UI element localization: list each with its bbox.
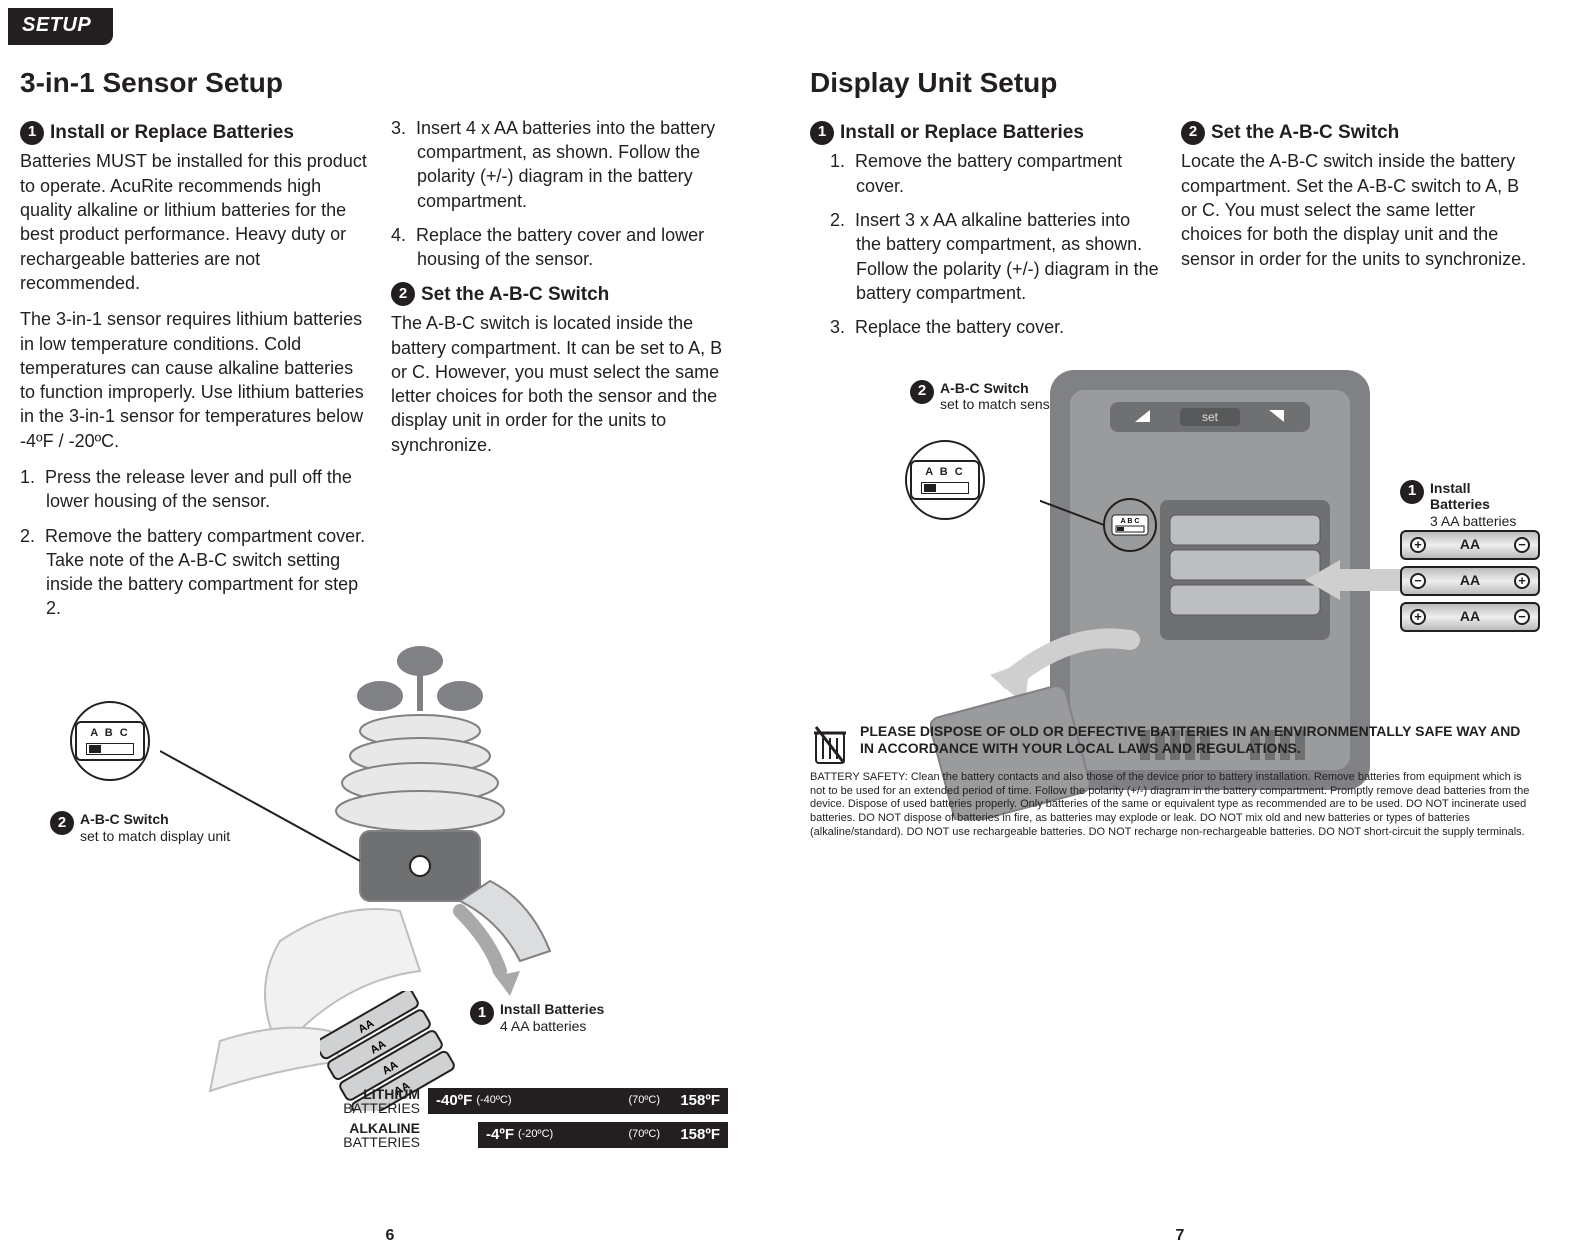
pagenum-left: 6 [0, 1225, 780, 1247]
page-left: 3-in-1 Sensor Setup 1 Install or Replace… [0, 52, 760, 1201]
alkaline-bar: -4ºF(-20ºC) (70ºC)158ºF [478, 1122, 728, 1148]
right-title: Display Unit Setup [810, 64, 1530, 102]
badge-2d-icon: 2 [910, 380, 934, 404]
page-right: Display Unit Setup 1 Install or Replace … [790, 52, 1550, 880]
right-s1-li2: 2. Insert 3 x AA alkaline batteries into… [830, 208, 1159, 305]
left-step1-head: 1 Install or Replace Batteries [20, 120, 369, 146]
left-s2-p1: The A-B-C switch is located inside the b… [391, 311, 740, 457]
badge-1-icon: 1 [20, 121, 44, 145]
badge-1b-icon: 1 [470, 1001, 494, 1025]
battery-temp-chart: LITHIUMBATTERIES -40ºF(-40ºC) (70ºC)158º… [320, 1087, 740, 1155]
right-step1-head: 1 Install or Replace Batteries [810, 120, 1159, 146]
alkaline-label: ALKALINEBATTERIES [320, 1121, 420, 1149]
left-title: 3-in-1 Sensor Setup [20, 64, 740, 102]
disposal-notice: PLEASE DISPOSE OF OLD OR DEFECTIVE BATTE… [810, 723, 1530, 840]
right-s1-li3: 3. Replace the battery cover. [830, 315, 1159, 339]
right-s1-li1: 1. Remove the battery compartment cover. [830, 149, 1159, 198]
disposal-body: BATTERY SAFETY: Clean the battery contac… [810, 771, 1530, 840]
pagenum-right: 7 [790, 1225, 1570, 1247]
badge-2c-icon: 2 [1181, 121, 1205, 145]
setup-tab: SETUP [8, 8, 113, 45]
lithium-bar: -40ºF(-40ºC) (70ºC)158ºF [428, 1088, 728, 1114]
aa-battery-3: +AA− [1400, 602, 1540, 632]
abc-circle: A B C [70, 701, 150, 781]
left-s1-head: Install or Replace Batteries [50, 120, 294, 146]
aa-stack: +AA− −AA+ +AA− [1400, 530, 1540, 638]
left-s1-p1: Batteries MUST be installed for this pro… [20, 149, 369, 295]
badge-1c-icon: 1 [810, 121, 834, 145]
set-button-label: set [1202, 410, 1219, 424]
abc-slider-icon: A B C [75, 721, 145, 761]
left-s1-li4: 4. Replace the battery cover and lower h… [391, 223, 740, 272]
install-batt-callout: 1 Install Batteries4 AA batteries [470, 1001, 604, 1035]
right-s2-p1: Locate the A-B-C switch inside the batte… [1181, 149, 1530, 270]
svg-text:A B C: A B C [1121, 518, 1140, 525]
left-step2-head: 2 Set the A-B-C Switch [391, 282, 740, 308]
lithium-label: LITHIUMBATTERIES [320, 1087, 420, 1115]
right-col-2: 2 Set the A-B-C Switch Locate the A-B-C … [1181, 116, 1530, 350]
aa-battery-1: +AA− [1400, 530, 1540, 560]
left-s1-p2: The 3-in-1 sensor requires lithium batte… [20, 307, 369, 453]
abc-slider-right-icon: A B C [910, 460, 980, 500]
install-batt-callout-right: 1 Install Batteries3 AA batteries [1400, 480, 1530, 530]
right-step2-head: 2 Set the A-B-C Switch [1181, 120, 1530, 146]
right-col-1: 1 Install or Replace Batteries 1. Remove… [810, 116, 1159, 350]
sensor-diagram: A B C 2 A-B-C Switchset to match display… [20, 641, 740, 1201]
aa-battery-2: −AA+ [1400, 566, 1540, 596]
badge-2b-icon: 2 [50, 811, 74, 835]
left-col-1: 1 Install or Replace Batteries Batteries… [20, 116, 369, 631]
badge-1d-icon: 1 [1400, 480, 1424, 504]
left-s1-li1: 1. Press the release lever and pull off … [20, 465, 369, 514]
badge-2-icon: 2 [391, 282, 415, 306]
left-s2-head: Set the A-B-C Switch [421, 282, 609, 308]
disposal-head: PLEASE DISPOSE OF OLD OR DEFECTIVE BATTE… [860, 723, 1530, 757]
abc-circle-right: A B C [905, 440, 985, 520]
left-s1-li3: 3. Insert 4 x AA batteries into the batt… [391, 116, 740, 213]
left-col-2: 3. Insert 4 x AA batteries into the batt… [391, 116, 740, 631]
recycle-bin-icon [810, 723, 850, 767]
